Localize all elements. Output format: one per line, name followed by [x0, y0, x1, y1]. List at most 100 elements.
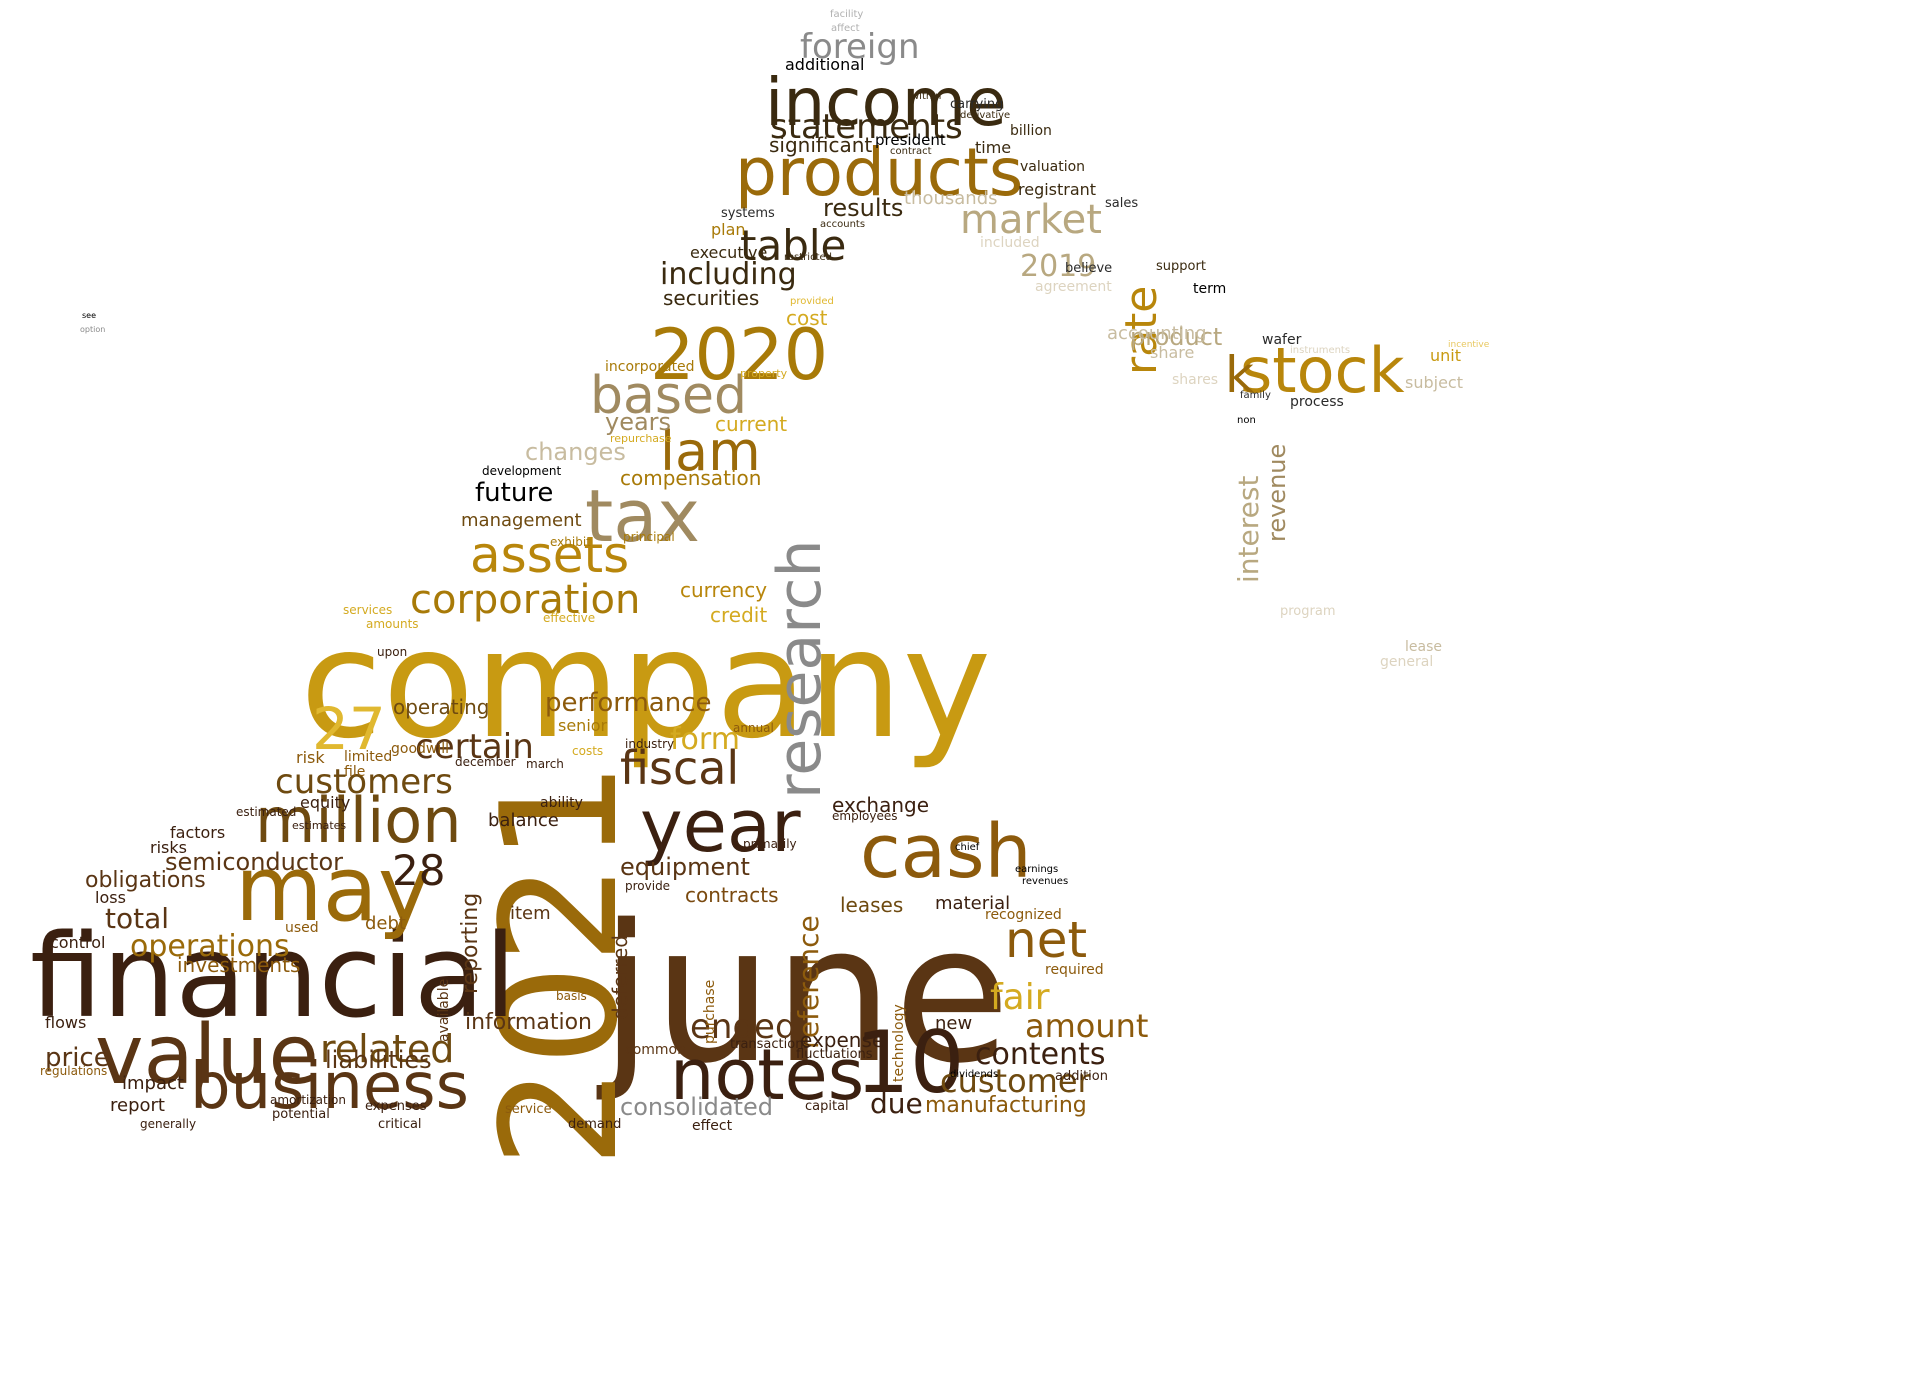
- word-117: flows: [45, 1013, 87, 1032]
- word-155: estimated: [236, 805, 297, 819]
- word-30: table: [740, 221, 847, 270]
- word-106: executive: [690, 243, 768, 262]
- word-71: compensation: [620, 466, 762, 490]
- word-34: 28: [392, 846, 446, 895]
- word-162: exhibit: [550, 535, 591, 549]
- word-179: chief: [955, 842, 980, 853]
- word-53: equipment: [620, 853, 750, 881]
- word-80: balance: [488, 810, 559, 831]
- word-67: securities: [663, 286, 760, 310]
- word-118: loss: [95, 888, 126, 907]
- word-69: contracts: [685, 883, 779, 907]
- word-103: time: [975, 138, 1012, 157]
- word-170: derivative: [960, 110, 1011, 121]
- word-29: fair: [990, 977, 1050, 1018]
- word-49: total: [105, 902, 170, 935]
- word-73: deferred: [608, 934, 632, 1020]
- word-82: report: [110, 1095, 165, 1116]
- word-12: products: [735, 134, 1024, 211]
- word-116: factors: [170, 823, 226, 842]
- word-27: related: [320, 1027, 455, 1071]
- word-176: family: [1240, 390, 1271, 401]
- word-169: contract: [890, 146, 932, 157]
- word-61: information: [465, 1010, 592, 1035]
- word-143: amortization: [270, 1093, 346, 1107]
- word-164: repurchase: [610, 432, 672, 445]
- word-66: credit: [710, 603, 768, 627]
- word-145: regulations: [40, 1064, 108, 1078]
- word-113: agreement: [1035, 279, 1112, 295]
- word-85: debt: [365, 913, 406, 934]
- word-174: incentive: [1448, 340, 1490, 350]
- word-175: instruments: [1290, 345, 1351, 356]
- word-107: systems: [721, 206, 775, 221]
- word-74: current: [715, 412, 788, 436]
- word-160: effective: [543, 611, 596, 625]
- word-36: k: [1225, 346, 1254, 404]
- word-130: recognized: [985, 907, 1062, 923]
- word-121: risk: [296, 748, 325, 767]
- word-148: costs: [572, 744, 604, 758]
- word-84: new: [935, 1013, 973, 1034]
- word-60: manufacturing: [925, 1093, 1087, 1118]
- word-25: customers: [275, 762, 453, 802]
- word-137: potential: [272, 1107, 330, 1122]
- word-131: required: [1045, 962, 1104, 978]
- word-114: included: [980, 235, 1040, 251]
- word-109: believe: [1065, 261, 1113, 276]
- word-157: services: [343, 603, 393, 617]
- word-102: billion: [1010, 123, 1052, 139]
- word-125: available: [436, 978, 452, 1042]
- word-119: control: [50, 933, 106, 952]
- word-28: amount: [1025, 1007, 1149, 1045]
- word-37: certain: [415, 727, 534, 767]
- word-172: facility: [830, 9, 864, 20]
- word-6: value: [95, 1008, 319, 1103]
- word-10: cash: [860, 809, 1032, 895]
- word-88: additional: [785, 55, 865, 74]
- word-4: notes: [670, 1034, 865, 1116]
- word-89: incorporated: [605, 359, 695, 375]
- word-90: senior: [558, 716, 608, 735]
- word-31: statements: [770, 107, 963, 147]
- word-87: thousands: [904, 188, 998, 209]
- word-111: term: [1193, 281, 1227, 297]
- word-51: years: [605, 408, 672, 436]
- word-56: results: [823, 194, 904, 222]
- word-96: process: [1290, 394, 1344, 410]
- word-100: program: [1280, 604, 1336, 619]
- word-32: foreign: [800, 27, 920, 67]
- word-92: registrant: [1018, 180, 1097, 199]
- word-54: semiconductor: [165, 848, 344, 876]
- word-183: option: [80, 325, 106, 334]
- word-11: income: [765, 64, 1007, 141]
- word-128: purchase: [702, 979, 718, 1044]
- word-13: 2020: [650, 314, 829, 396]
- word-153: primarily: [743, 837, 797, 851]
- word-149: industry: [625, 737, 675, 751]
- word-105: carrying: [950, 97, 1004, 112]
- word-43: form: [670, 722, 740, 757]
- word-75: cost: [786, 306, 828, 330]
- word-161: principal: [623, 530, 675, 544]
- word-40: including: [660, 257, 797, 292]
- word-1: june: [600, 884, 1011, 1105]
- word-132: ability: [540, 795, 583, 811]
- word-154: employees: [832, 809, 898, 823]
- word-120: equity: [300, 793, 351, 812]
- word-159: upon: [377, 645, 408, 659]
- word-133: fluctuations: [796, 1047, 873, 1062]
- word-146: provide: [625, 879, 671, 893]
- word-104: president: [875, 131, 946, 149]
- word-70: expense: [800, 1028, 885, 1052]
- word-58: changes: [525, 438, 626, 466]
- word-48: 2019: [1020, 249, 1097, 284]
- word-91: plan: [711, 220, 746, 239]
- word-23: market: [960, 197, 1102, 243]
- word-134: transactions: [730, 1037, 811, 1052]
- word-108: sales: [1105, 196, 1139, 211]
- word-16: research: [765, 538, 835, 799]
- word-181: revenues: [1022, 876, 1069, 887]
- word-112: shares: [1172, 372, 1219, 388]
